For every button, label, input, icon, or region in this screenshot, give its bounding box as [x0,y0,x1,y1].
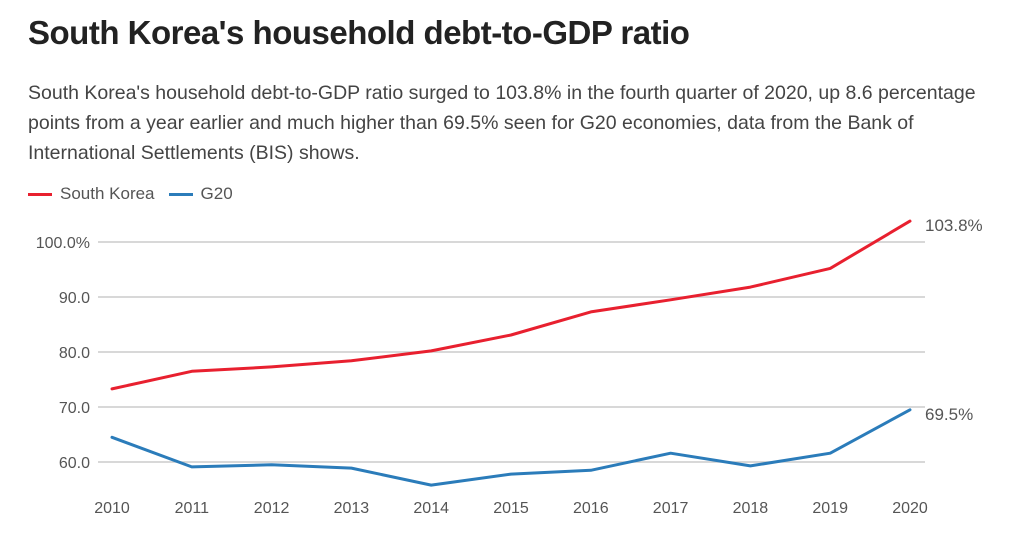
legend: South Korea G20 [28,184,247,204]
y-tick-label-100: 100.0% [36,235,90,252]
end-label-south-korea: 103.8% [925,216,983,235]
chart-subtitle: South Korea's household debt-to-GDP rati… [28,82,976,164]
chart-title: South Korea's household debt-to-GDP rati… [28,14,690,51]
x-tick-label-2011: 2011 [175,500,210,517]
x-tick-label-2015: 2015 [493,500,529,517]
x-tick-label-2019: 2019 [812,500,848,517]
series-line-g20 [110,408,912,487]
legend-swatch-south-korea [28,192,52,196]
x-tick-label-2012: 2012 [254,500,290,517]
legend-label-south-korea: South Korea [60,184,155,203]
x-tick-label-2020: 2020 [892,500,928,517]
legend-item-g20: G20 [168,184,233,204]
x-tick-label-2016: 2016 [573,500,609,517]
x-tick-label-2013: 2013 [334,500,370,517]
legend-item-south-korea: South Korea [28,184,155,204]
y-tick-label-60: 60.0 [59,455,90,472]
x-tick-label-2017: 2017 [653,500,689,517]
end-label-g20: 69.5% [925,405,973,424]
y-tick-label-90: 90.0 [59,290,90,307]
x-tick-label-2010: 2010 [94,500,130,517]
y-tick-label-80: 80.0 [59,345,90,362]
series-line-south-korea [110,219,912,391]
x-tick-label-2018: 2018 [733,500,769,517]
y-tick-label-70: 70.0 [59,400,90,417]
x-tick-label-2014: 2014 [413,500,449,517]
legend-label-g20: G20 [200,184,233,203]
legend-swatch-g20 [168,192,193,196]
